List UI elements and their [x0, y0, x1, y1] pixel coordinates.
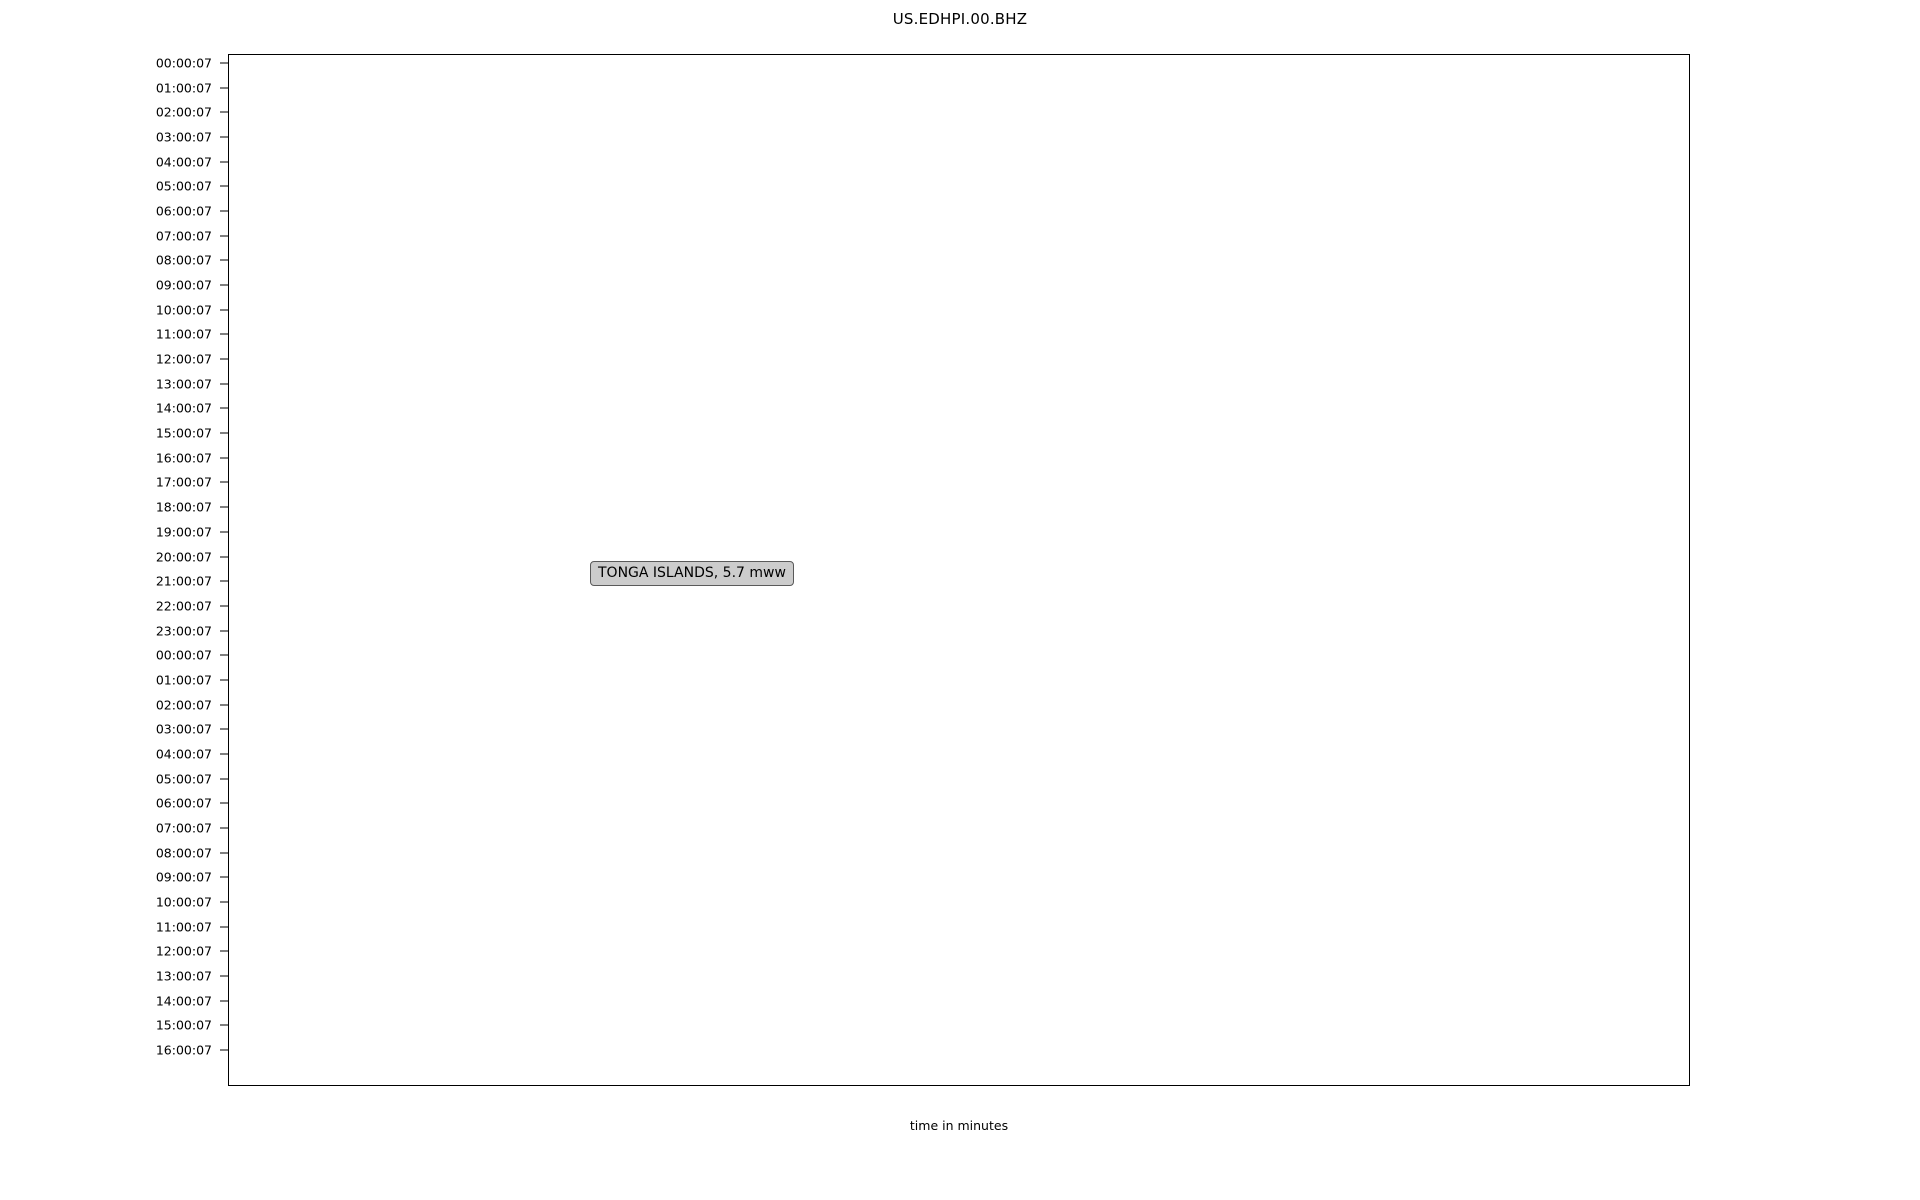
y-tick-mark — [220, 926, 228, 928]
y-tick-mark — [220, 136, 228, 138]
y-tick-label-21: 21:00:07 — [155, 573, 212, 589]
y-tick-label-1: 01:00:07 — [155, 80, 212, 96]
y-tick-mark — [220, 309, 228, 311]
y-tick-label-2: 02:00:07 — [155, 104, 212, 120]
plot-area — [228, 54, 1690, 1086]
y-tick-label-8: 08:00:07 — [155, 252, 212, 268]
y-tick-mark — [220, 111, 228, 113]
y-tick-mark — [220, 605, 228, 607]
y-tick-mark — [220, 876, 228, 878]
y-tick-mark — [220, 852, 228, 854]
y-tick-mark — [220, 753, 228, 755]
y-tick-label-20: 20:00:07 — [155, 549, 212, 564]
y-tick-mark — [220, 1049, 228, 1051]
y-tick-mark — [220, 506, 228, 508]
y-tick-label-30: 06:00:07 — [155, 795, 212, 811]
y-tick-label-27: 03:00:07 — [155, 721, 212, 737]
y-tick-mark — [220, 975, 228, 977]
y-tick-mark — [220, 407, 228, 409]
y-tick-label-40: 16:00:07 — [155, 1042, 212, 1058]
y-tick-label-36: 12:00:07 — [155, 943, 212, 959]
x-axis-title: time in minutes — [909, 1118, 1009, 1133]
y-tick-mark — [220, 704, 228, 706]
y-tick-label-5: 05:00:07 — [155, 178, 212, 194]
y-tick-label-24: 00:00:07 — [155, 647, 212, 663]
y-tick-mark — [220, 802, 228, 804]
y-tick-label-35: 11:00:07 — [155, 919, 212, 935]
y-tick-label-13: 13:00:07 — [155, 376, 212, 392]
y-tick-mark — [220, 1000, 228, 1002]
y-tick-label-0: 00:00:07 — [155, 55, 212, 71]
y-tick-mark — [220, 333, 228, 335]
y-tick-label-12: 12:00:07 — [155, 351, 212, 367]
y-tick-mark — [220, 556, 228, 557]
y-tick-label-9: 09:00:07 — [155, 277, 212, 293]
y-tick-mark — [220, 259, 228, 261]
y-tick-mark — [220, 235, 228, 237]
y-tick-label-25: 01:00:07 — [155, 672, 212, 688]
y-tick-mark — [220, 531, 228, 533]
y-tick-label-17: 17:00:07 — [155, 474, 212, 490]
y-tick-label-22: 22:00:07 — [155, 598, 212, 614]
y-tick-label-33: 09:00:07 — [155, 869, 212, 885]
page-title: US.EDHPI.00.BHZ — [892, 10, 1028, 28]
y-tick-label-37: 13:00:07 — [155, 968, 212, 984]
y-tick-mark — [220, 679, 228, 681]
y-tick-label-34: 10:00:07 — [155, 894, 212, 910]
y-tick-label-28: 04:00:07 — [155, 746, 212, 762]
y-tick-mark — [220, 457, 228, 459]
y-tick-label-31: 07:00:07 — [155, 820, 212, 836]
y-tick-label-39: 15:00:07 — [155, 1017, 212, 1033]
y-tick-mark — [220, 161, 228, 163]
y-tick-mark — [220, 728, 228, 730]
y-tick-mark — [220, 185, 228, 187]
y-axis-labels: 00:00:07 01:00:07 02:00:07 03:00:07 04:00:07… — [0, 54, 228, 1086]
y-tick-mark — [220, 950, 228, 952]
y-tick-mark — [220, 654, 228, 656]
y-tick-label-14: 14:00:07 — [155, 400, 212, 416]
y-tick-mark — [220, 481, 228, 483]
y-tick-mark — [220, 778, 228, 780]
waveform-traces — [229, 55, 1689, 1085]
y-tick-label-18: 18:00:07 — [155, 499, 212, 515]
y-tick-label-11: 11:00:07 — [155, 326, 212, 342]
y-tick-label-7: 07:00:07 — [155, 228, 212, 244]
y-tick-label-6: 06:00:07 — [155, 203, 212, 219]
y-tick-mark — [220, 827, 228, 829]
y-tick-mark — [220, 580, 228, 582]
y-tick-mark — [220, 630, 228, 632]
y-tick-label-32: 08:00:07 — [155, 845, 212, 861]
y-tick-mark — [220, 1024, 228, 1026]
y-tick-mark — [220, 210, 228, 212]
y-tick-label-4: 04:00:07 — [155, 154, 212, 170]
y-tick-label-29: 05:00:07 — [155, 771, 212, 787]
y-tick-mark — [220, 62, 228, 64]
y-tick-mark — [220, 87, 228, 89]
y-tick-label-23: 23:00:07 — [155, 623, 212, 639]
y-tick-label-16: 16:00:07 — [155, 450, 212, 466]
y-tick-mark — [220, 901, 228, 903]
y-tick-label-15: 15:00:07 — [155, 425, 212, 441]
y-tick-mark — [220, 383, 228, 385]
y-tick-mark — [220, 358, 228, 360]
y-tick-mark — [220, 284, 228, 286]
y-tick-label-10: 10:00:07 — [155, 302, 212, 318]
y-tick-label-3: 03:00:07 — [155, 129, 212, 145]
y-tick-label-19: 19:00:07 — [155, 524, 212, 540]
y-tick-label-26: 02:00:07 — [155, 697, 212, 713]
y-tick-mark — [220, 432, 228, 434]
event-annotation-label: TONGA ISLANDS, 5.7 mww — [590, 561, 794, 587]
y-tick-label-38: 14:00:07 — [155, 993, 212, 1009]
